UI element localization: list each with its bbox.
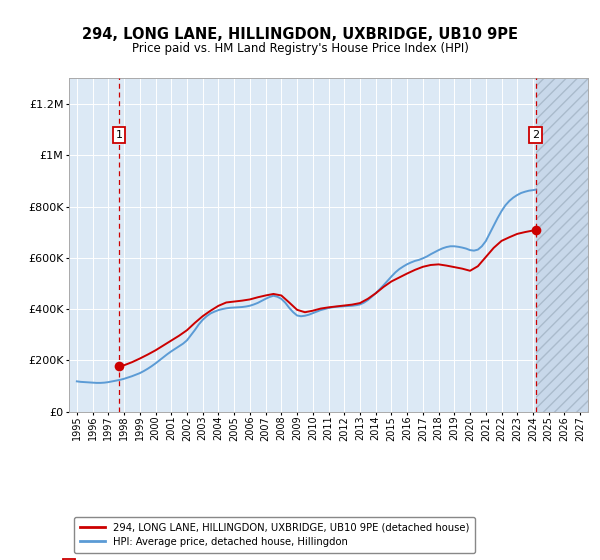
Text: 1: 1 [115,130,122,140]
Text: 294, LONG LANE, HILLINGDON, UXBRIDGE, UB10 9PE: 294, LONG LANE, HILLINGDON, UXBRIDGE, UB… [82,27,518,42]
Legend: 294, LONG LANE, HILLINGDON, UXBRIDGE, UB10 9PE (detached house), HPI: Average pr: 294, LONG LANE, HILLINGDON, UXBRIDGE, UB… [74,516,475,553]
Text: Price paid vs. HM Land Registry's House Price Index (HPI): Price paid vs. HM Land Registry's House … [131,42,469,55]
Bar [536,78,588,412]
Text: 2: 2 [532,130,539,140]
